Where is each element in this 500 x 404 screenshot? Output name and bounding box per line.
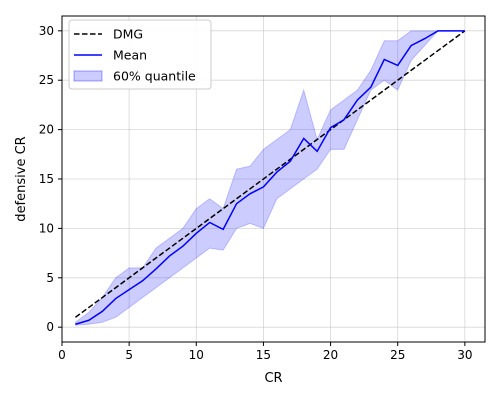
legend-swatch-band (73, 70, 103, 82)
x-tick-label: 10 (189, 348, 204, 362)
series-lines-layer (74, 30, 466, 325)
legend-label: DMG (113, 27, 143, 42)
legend: DMG Mean 60% quantile (68, 19, 212, 90)
x-tick-label: 15 (256, 348, 271, 362)
y-tick-label: 15 (39, 172, 54, 186)
legend-label: Mean (113, 48, 147, 63)
series-line-mean (75, 30, 465, 325)
y-tick-label: 5 (46, 271, 54, 285)
y-tick-label: 10 (39, 221, 54, 235)
y-tick-label: 25 (39, 73, 54, 87)
x-tick-label: 30 (457, 348, 472, 362)
legend-box (68, 19, 212, 90)
x-tick-label: 5 (125, 348, 133, 362)
series-line-dmg (74, 30, 466, 318)
axis-ticks: 0 5 10 15 20 25 30 0 5 10 15 20 25 30 (39, 24, 473, 362)
y-tick-label: 20 (39, 123, 54, 137)
y-tick-label: 0 (46, 320, 54, 334)
x-tick-label: 25 (390, 348, 405, 362)
legend-label: 60% quantile (113, 69, 196, 84)
y-axis-label: defensive CR (14, 136, 29, 221)
x-tick-label: 0 (58, 348, 66, 362)
x-axis-label: CR (264, 371, 282, 386)
grid (61, 16, 485, 342)
y-tick-label: 30 (39, 24, 54, 38)
x-tick-label: 20 (323, 348, 338, 362)
